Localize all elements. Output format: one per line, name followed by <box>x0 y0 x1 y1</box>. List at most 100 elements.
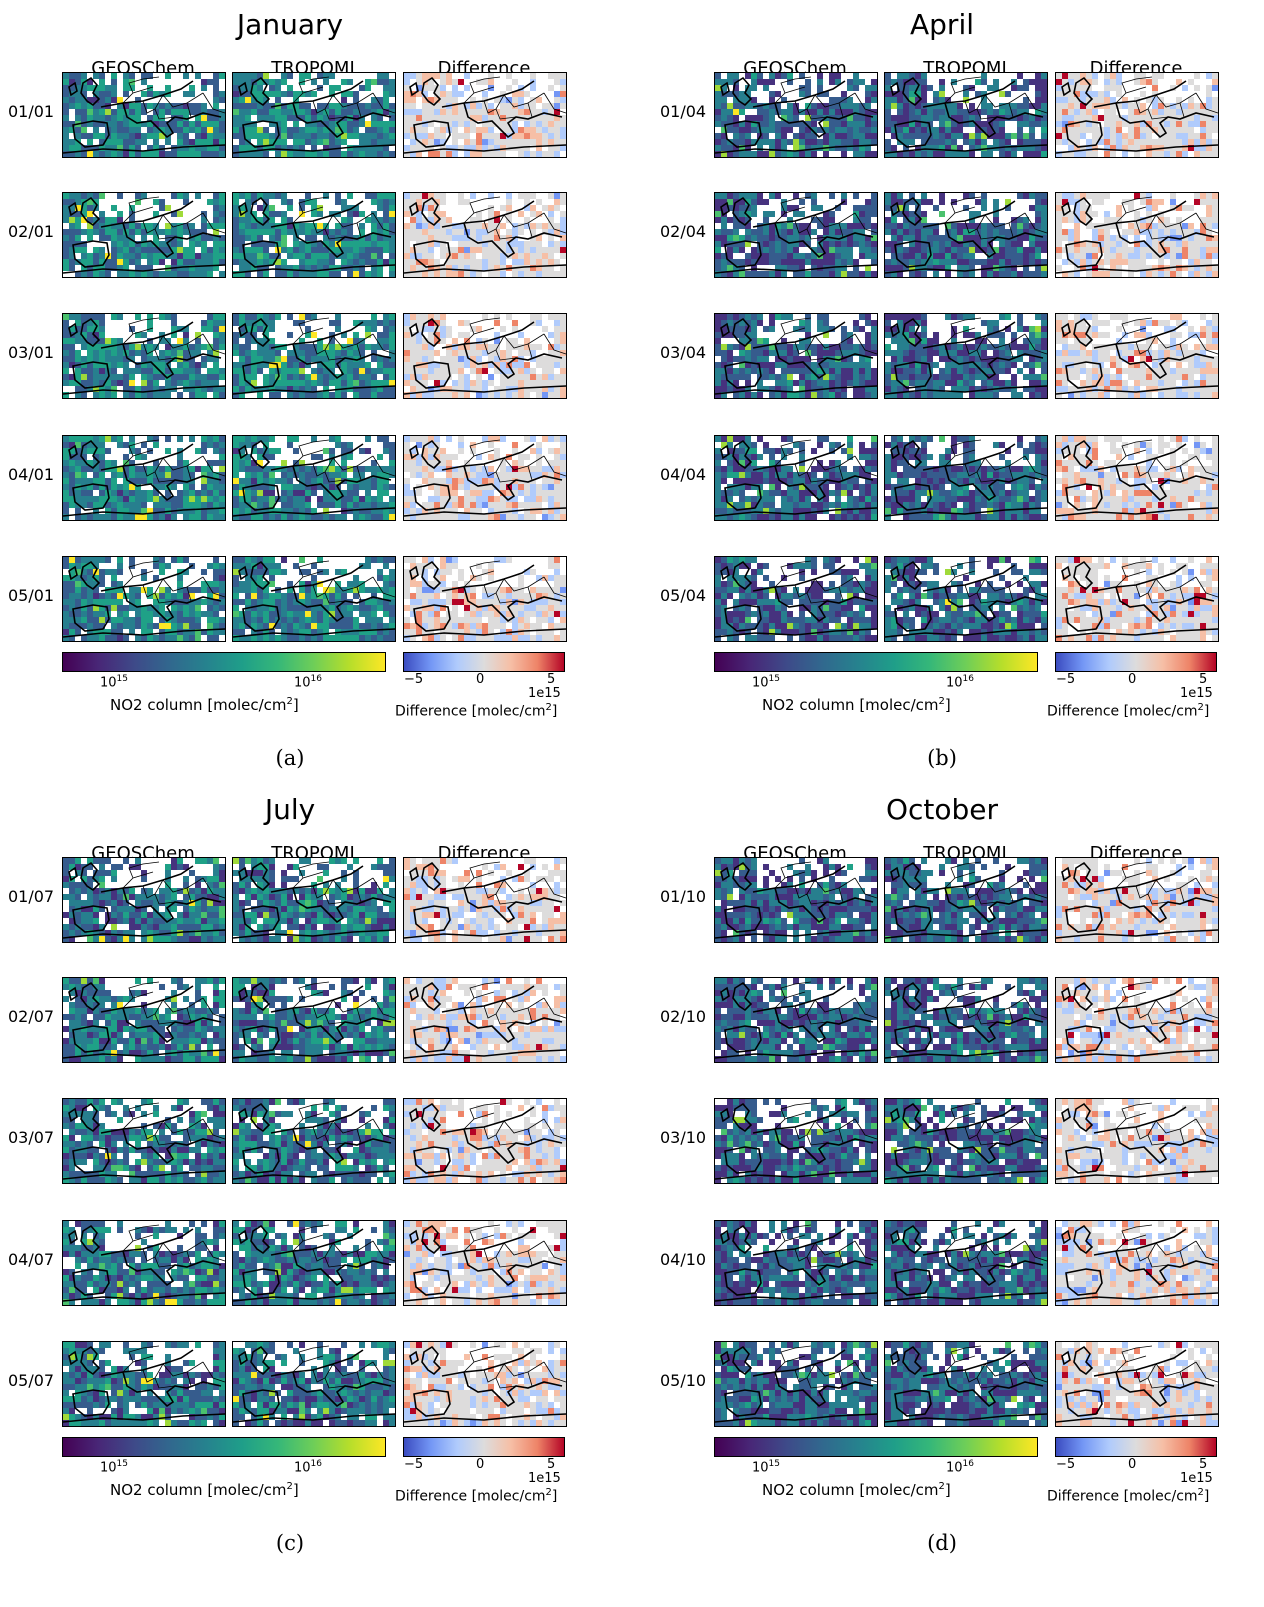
country-borders <box>944 196 1047 240</box>
panel-title: October <box>885 793 999 826</box>
tropomi-map-cell <box>232 72 396 158</box>
difference-map-cell <box>403 72 567 158</box>
subfigure-panel-d: October GEOSChem TROPOMI Difference 01/10 02/… <box>660 793 1222 1573</box>
country-borders <box>774 196 877 240</box>
coastline <box>404 1224 566 1302</box>
colorbar-tick: 0 <box>1128 1457 1137 1472</box>
colorbar-offset-text: 1e15 <box>528 686 561 701</box>
row-date-label: 05/07 <box>8 1371 55 1390</box>
country-borders <box>463 1345 566 1389</box>
difference-map <box>404 436 566 520</box>
difference-map <box>404 557 566 641</box>
difference-map-cell <box>403 1341 567 1427</box>
label-text: ] <box>1203 703 1210 720</box>
no2-map <box>715 1099 877 1183</box>
coastline <box>1056 76 1218 154</box>
label-exponent: 2 <box>938 696 945 707</box>
no2-map <box>715 436 877 520</box>
tick-exponent: 15 <box>116 1459 128 1469</box>
subfigure-panel-c: July GEOSChem TROPOMI Difference 01/07 02/07 0… <box>8 793 570 1573</box>
coastline <box>63 1102 225 1180</box>
colorbar-tick: 5 <box>547 1457 556 1472</box>
country-borders <box>774 439 877 483</box>
coastline <box>63 76 225 154</box>
coastline <box>404 1102 566 1180</box>
coastline <box>885 317 1047 395</box>
country-borders <box>122 1345 225 1389</box>
panel-title: January <box>236 8 344 41</box>
label-text: ] <box>944 696 951 714</box>
geoschem-map-cell <box>62 435 226 521</box>
no2-map <box>63 193 225 277</box>
label-exponent: 2 <box>545 702 552 713</box>
difference-colorbar <box>1055 1437 1217 1457</box>
no2-map <box>715 73 877 157</box>
difference-map <box>404 978 566 1062</box>
geoschem-map-cell <box>62 313 226 399</box>
label-exponent: 2 <box>545 1487 552 1498</box>
row-date-label: 04/10 <box>660 1250 707 1269</box>
difference-colorbar <box>403 1437 565 1457</box>
coastline <box>1056 1102 1218 1180</box>
label-text: NO2 column [molec/cm <box>762 696 939 714</box>
label-text: Difference [molec/cm <box>1047 1488 1198 1505</box>
no2-map <box>233 193 395 277</box>
no2-map <box>885 436 1047 520</box>
colorbar-tick: −5 <box>404 1457 424 1472</box>
tropomi-map-cell <box>884 435 1048 521</box>
country-borders <box>292 317 395 361</box>
country-borders <box>292 76 395 120</box>
row-date-label: 03/10 <box>660 1128 707 1147</box>
row-date-label: 04/01 <box>8 465 55 484</box>
country-borders <box>463 196 566 240</box>
coastline <box>63 861 225 939</box>
coastline <box>404 981 566 1059</box>
tick-base: 10 <box>100 1460 117 1476</box>
difference-map <box>1056 1099 1218 1183</box>
row-date-label: 03/01 <box>8 343 55 362</box>
no2-colorbar-label: NO2 column [molec/cm2] <box>762 696 951 714</box>
label-text: ] <box>292 1481 299 1499</box>
country-borders <box>292 1102 395 1146</box>
difference-map-cell <box>403 556 567 642</box>
country-borders <box>122 196 225 240</box>
country-borders <box>122 439 225 483</box>
geoschem-map-cell <box>62 977 226 1063</box>
no2-colorbar-label: NO2 column [molec/cm2] <box>762 1481 951 1499</box>
tick-base: 10 <box>946 675 963 691</box>
tick-exponent: 16 <box>962 674 974 684</box>
coastline <box>233 1224 395 1302</box>
label-exponent: 2 <box>1197 1487 1204 1498</box>
label-text: NO2 column [molec/cm <box>762 1481 939 1499</box>
no2-map <box>63 978 225 1062</box>
country-borders <box>463 861 566 905</box>
label-text: Difference [molec/cm <box>395 703 546 720</box>
difference-map-cell <box>1055 313 1219 399</box>
panel-title: July <box>264 793 316 826</box>
country-borders <box>1115 76 1218 120</box>
country-borders <box>463 317 566 361</box>
coastline <box>715 560 877 638</box>
tropomi-map-cell <box>232 192 396 278</box>
coastline <box>715 76 877 154</box>
difference-map-cell <box>1055 1220 1219 1306</box>
geoschem-map-cell <box>714 313 878 399</box>
coastline <box>885 861 1047 939</box>
no2-map <box>885 557 1047 641</box>
tropomi-map-cell <box>232 977 396 1063</box>
tick-base: 10 <box>946 1460 963 1476</box>
difference-colorbar-label: Difference [molec/cm2] <box>1047 702 1209 720</box>
colorbar-tick: −5 <box>1056 672 1076 687</box>
difference-map-cell <box>1055 1341 1219 1427</box>
colorbar-offset-text: 1e15 <box>1180 1471 1213 1486</box>
tropomi-map-cell <box>232 1341 396 1427</box>
colorbar-tick: 1016 <box>946 674 974 690</box>
tropomi-map-cell <box>232 556 396 642</box>
coastline <box>404 76 566 154</box>
geoschem-map-cell <box>62 1098 226 1184</box>
coastline <box>715 317 877 395</box>
country-borders <box>774 1224 877 1268</box>
difference-colorbar <box>403 652 565 672</box>
difference-map-cell <box>1055 435 1219 521</box>
coastline <box>715 1102 877 1180</box>
